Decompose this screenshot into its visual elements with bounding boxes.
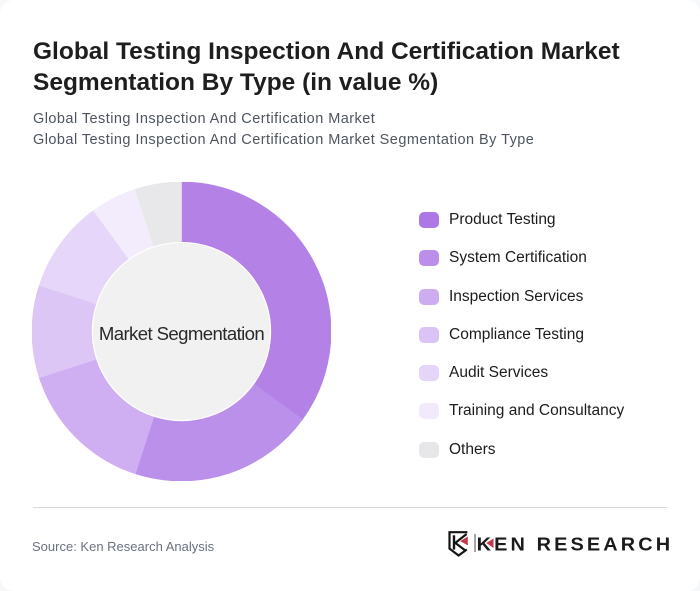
svg-text:KEN RESEARCH: KEN RESEARCH [477, 535, 674, 555]
